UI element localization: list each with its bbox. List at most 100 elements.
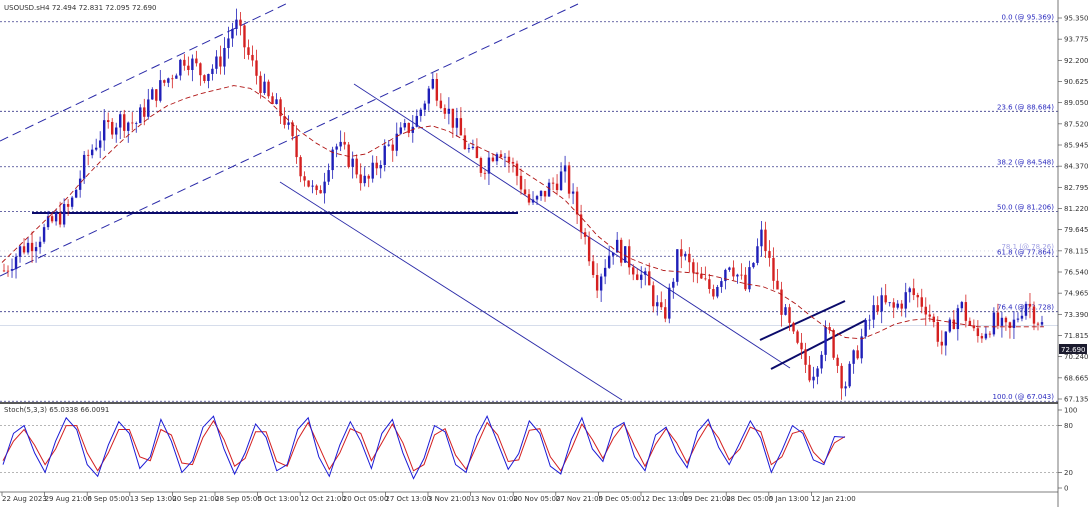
candle-body — [836, 357, 839, 366]
candle-body — [127, 122, 130, 131]
price-tick-label: 68.665 — [1064, 374, 1089, 382]
candle-body — [816, 368, 819, 377]
candle-body — [335, 146, 338, 150]
flag-lower-line[interactable] — [770, 319, 867, 370]
candle-body — [331, 149, 334, 171]
candle-body — [295, 136, 298, 158]
candle-body — [535, 196, 539, 200]
candle-body — [724, 269, 727, 282]
candle-body — [379, 165, 382, 169]
candle-body — [171, 78, 174, 80]
fib-level-label: 23.6 (@ 88.684) — [997, 103, 1054, 111]
candle-body — [547, 182, 551, 197]
upper-channel-top-dashed[interactable] — [0, 1, 291, 142]
candle-body — [151, 89, 154, 100]
candle-body — [996, 312, 1000, 326]
candle-body — [652, 285, 655, 307]
candle-body — [367, 175, 370, 179]
candle-body — [611, 252, 615, 256]
candle-body — [435, 79, 439, 101]
candle-body — [828, 327, 831, 331]
candle-body — [307, 180, 310, 187]
candle-body — [291, 122, 294, 137]
candle-body — [1004, 317, 1008, 323]
candle-body — [768, 251, 771, 258]
candle-body — [700, 274, 703, 279]
candle-body — [235, 19, 238, 29]
price-tick-label: 76.540 — [1064, 269, 1089, 277]
price-panel[interactable]: 0.0 (@ 95.369) 23.6 (@ 88.684) 38.2 (@ 84.… — [0, 1, 1058, 402]
candle-body — [243, 25, 246, 48]
price-axis[interactable]: 95.350 93.775 92.200 90.625 89.050 87.520 85.9… — [1057, 0, 1089, 507]
candle-body — [359, 174, 362, 184]
last-price-tag-bg — [1059, 344, 1087, 354]
candle-body — [62, 204, 66, 225]
price-tick-label: 93.775 — [1064, 36, 1089, 44]
candle-body — [708, 279, 711, 289]
candle-body — [98, 140, 102, 148]
descending-channel-top[interactable] — [353, 83, 791, 369]
candle-body — [94, 147, 98, 150]
candle-body — [720, 281, 723, 287]
candle-body — [1016, 318, 1020, 320]
candle-body — [499, 154, 503, 158]
candle-body — [956, 308, 960, 330]
flag-upper-line[interactable] — [759, 300, 846, 341]
candle-body — [315, 185, 318, 191]
candle-body — [74, 189, 78, 198]
time-label: 27 Oct 13:00 — [385, 495, 431, 503]
time-label: 13 Sep 13:00 — [130, 495, 177, 503]
candle-body — [948, 319, 952, 332]
fib-level-label: 50.0 (@ 81.206) — [997, 203, 1054, 211]
fib-level-label: 61.8 (@ 77.864) — [997, 248, 1054, 256]
candle-body — [163, 80, 166, 83]
candle-body — [399, 127, 402, 134]
candle-body — [615, 239, 619, 253]
fib-level-label: 0.0 (@ 95.369) — [1001, 14, 1054, 22]
candle-body — [483, 172, 487, 174]
candle-body — [824, 327, 827, 355]
candle-body — [812, 376, 815, 381]
stochastic-panel[interactable]: Stoch(5,3,3) 65.0338 66.0091 100 80 20 0 — [0, 406, 1077, 493]
candle-body — [583, 232, 587, 237]
candle-body — [896, 303, 899, 308]
candle-body — [375, 162, 378, 169]
candle-body — [371, 162, 374, 179]
price-tick-label: 74.965 — [1064, 290, 1089, 298]
candle-body — [668, 287, 671, 319]
candle-body — [287, 122, 290, 125]
time-label: 12 Dec 13:00 — [641, 495, 688, 503]
time-label: 27 Nov 21:00 — [556, 495, 603, 503]
candle-body — [860, 336, 863, 359]
trend-drawings[interactable] — [0, 1, 867, 401]
candle-body — [179, 59, 182, 76]
candle-body — [563, 165, 567, 172]
upper-channel-bottom-dashed[interactable] — [0, 3, 579, 277]
descending-channel-bottom[interactable] — [279, 181, 623, 401]
price-tick-label: 84.370 — [1064, 163, 1089, 171]
candle-body — [676, 249, 679, 282]
candle-body — [299, 157, 302, 177]
candle-body — [736, 274, 739, 277]
candle-body — [972, 325, 976, 329]
candle-body — [623, 246, 627, 263]
price-tick-label: 85.945 — [1064, 142, 1089, 150]
candle-body — [932, 316, 935, 323]
candle-body — [251, 54, 254, 61]
candle-body — [267, 81, 270, 97]
candle-body — [303, 176, 306, 181]
last-price-tag: 72.690 — [1061, 346, 1086, 354]
candle-body — [960, 302, 964, 309]
candle-body — [551, 182, 555, 184]
candle-body — [527, 194, 531, 203]
candle-body — [928, 314, 931, 317]
candle-body — [247, 47, 250, 55]
candle-body — [503, 156, 507, 158]
candle-body — [1000, 317, 1004, 326]
candle-body — [407, 123, 410, 133]
candle-body — [924, 306, 927, 315]
candle-body — [323, 181, 326, 194]
candle-body — [319, 190, 322, 194]
